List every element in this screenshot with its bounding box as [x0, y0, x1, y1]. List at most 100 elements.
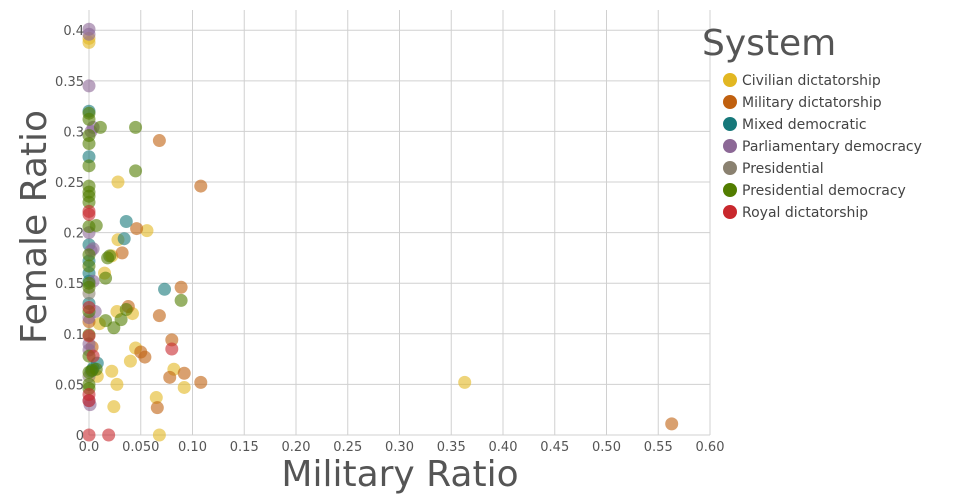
data-point [158, 282, 172, 296]
legend-swatch [723, 205, 737, 219]
x-tick-label: 0.0 [79, 440, 100, 455]
data-points [82, 22, 679, 442]
series-military-dictatorship [82, 134, 679, 431]
x-tick-label: 0.20 [282, 440, 311, 455]
data-point [130, 222, 144, 236]
data-point [115, 246, 129, 260]
data-point [458, 375, 472, 389]
legend-label: Civilian dictatorship [742, 73, 881, 89]
gridlines [88, 10, 711, 436]
data-point [82, 301, 96, 314]
data-point [152, 134, 166, 148]
data-point [119, 214, 133, 228]
data-point [152, 309, 166, 323]
legend-label: Presidential [742, 161, 824, 177]
legend-swatch [723, 183, 737, 197]
data-point [103, 249, 117, 263]
x-tick-label: 0.15 [230, 440, 259, 455]
data-point [174, 280, 188, 294]
legend-label: Military dictatorship [742, 95, 882, 111]
y-tick-label: 0.2 [63, 227, 84, 242]
data-point [82, 150, 96, 164]
data-point [177, 366, 191, 380]
data-point [82, 329, 96, 343]
legend: System Civilian dictatorship Military dic… [702, 23, 922, 221]
x-tick-label: 0.10 [178, 440, 207, 455]
data-point [105, 364, 119, 378]
series-royal-dictatorship [82, 204, 179, 442]
x-tick-label: 0.45 [540, 440, 569, 455]
data-point [82, 259, 96, 273]
legend-swatch [723, 139, 737, 153]
data-point [194, 179, 208, 193]
x-tick-label: 0.50 [592, 440, 621, 455]
y-tick-label: 0.4 [63, 24, 84, 39]
x-tick-label: 0.60 [696, 440, 725, 455]
data-point [174, 293, 188, 307]
data-point [102, 428, 116, 442]
series-presidential-democracy [82, 106, 188, 395]
data-point [117, 232, 131, 246]
data-point [82, 79, 96, 93]
data-point [82, 137, 96, 151]
data-point [93, 120, 107, 134]
data-point [111, 175, 125, 189]
data-point [107, 321, 121, 335]
legend-items: Civilian dictatorship Military dictatorsh… [723, 73, 922, 221]
data-point [177, 380, 191, 394]
data-point [149, 391, 163, 405]
data-point [82, 394, 96, 408]
data-point [89, 362, 103, 376]
data-point [165, 342, 179, 356]
y-tick-label: 0 [76, 429, 84, 444]
data-point [123, 354, 137, 368]
data-point [82, 27, 96, 41]
data-point [89, 219, 103, 233]
data-point [165, 333, 179, 347]
data-point [665, 417, 679, 431]
x-axis-ticks: 0.0 0.050 0.10 0.15 0.20 0.25 0.30 0.35 0.40 0.45… [79, 440, 725, 455]
data-point [99, 271, 113, 285]
data-point [82, 248, 96, 262]
y-tick-label: 0.15 [55, 277, 84, 292]
data-point [82, 195, 96, 209]
y-tick-label: 0.25 [55, 176, 84, 191]
legend-label: Royal dictatorship [742, 205, 868, 221]
x-tick-label: 0.55 [644, 440, 673, 455]
data-point [152, 428, 166, 442]
x-tick-label: 0.050 [122, 440, 159, 455]
data-point [119, 303, 133, 317]
legend-label: Mixed democratic [742, 117, 867, 133]
data-point [82, 428, 96, 442]
data-point [138, 350, 152, 364]
data-point [107, 400, 121, 414]
x-tick-label: 0.25 [333, 440, 362, 455]
data-point [194, 375, 208, 389]
data-point [163, 370, 177, 384]
data-point [129, 120, 143, 134]
data-point [82, 207, 96, 221]
y-tick-label: 0.3 [63, 125, 84, 140]
x-tick-label: 0.30 [385, 440, 414, 455]
legend-swatch [723, 73, 737, 87]
y-axis-title: Female Ratio [14, 110, 55, 344]
data-point [129, 164, 143, 178]
data-point [110, 377, 124, 391]
x-tick-label: 0.40 [489, 440, 518, 455]
y-tick-label: 0.05 [55, 378, 84, 393]
data-point [86, 349, 100, 363]
y-axis-ticks: 0 0.05 0.1 0.15 0.2 0.25 0.3 0.35 0.4 [55, 24, 84, 444]
data-point [82, 112, 96, 126]
data-point [140, 224, 154, 238]
y-tick-label: 0.35 [55, 75, 84, 90]
data-point [82, 159, 96, 173]
data-point [82, 280, 96, 294]
legend-label: Presidential democracy [742, 183, 906, 199]
data-point [150, 401, 164, 415]
legend-swatch [723, 161, 737, 175]
legend-swatch [723, 117, 737, 131]
legend-label: Parliamentary democracy [742, 139, 922, 155]
x-tick-label: 0.35 [437, 440, 466, 455]
y-tick-label: 0.1 [63, 328, 84, 343]
